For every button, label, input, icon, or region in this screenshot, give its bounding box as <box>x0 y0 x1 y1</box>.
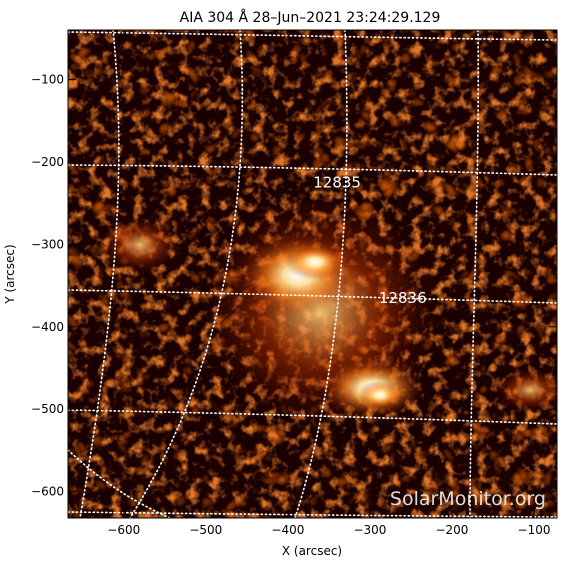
grid-latitude-line <box>68 31 557 41</box>
x-tick-label: −500 <box>189 523 222 537</box>
grid-longitude-line <box>129 30 244 518</box>
grid-longitude-line <box>294 30 348 518</box>
active-region-12835-loop <box>285 244 345 280</box>
plage-glow-east <box>100 217 180 273</box>
grid-latitude-line <box>68 289 557 304</box>
plage-glow-southwest <box>495 368 557 412</box>
grid-latitude-line <box>68 511 557 518</box>
figure-title: AIA 304 Å 28–Jun–2021 23:24:29.129 <box>180 9 441 26</box>
y-tick-label: −200 <box>31 155 64 169</box>
grid-longitude-line <box>68 449 171 518</box>
y-axis-label: Y (arcsec) <box>3 244 17 304</box>
y-tick-label: −600 <box>31 485 64 499</box>
x-tick-label: −400 <box>271 523 304 537</box>
x-tick-label: −300 <box>353 523 386 537</box>
solar-image <box>68 30 557 518</box>
active-region-label: 12836 <box>379 289 427 307</box>
y-tick-label: −100 <box>31 72 64 86</box>
grid-longitude-line <box>79 30 120 518</box>
y-tick-label: −400 <box>31 320 64 334</box>
grid-latitude-line <box>68 409 557 425</box>
y-tick-label: −300 <box>31 237 64 251</box>
x-axis-label: X (arcsec) <box>282 544 342 558</box>
x-tick-label: −200 <box>435 523 468 537</box>
active-region-labels: 12835 12836 <box>313 174 426 307</box>
y-axis: −100 −200 −300 −400 −500 −600 <box>31 72 557 499</box>
heliographic-grid <box>68 30 557 518</box>
plot-frame <box>67 29 558 519</box>
x-tick-label: −100 <box>518 523 551 537</box>
y-tick-label: −500 <box>31 402 64 416</box>
grid-latitude-line <box>68 164 557 176</box>
active-region-label: 12835 <box>313 174 361 192</box>
watermark: SolarMonitor.org <box>390 488 546 510</box>
x-axis: −600 −500 −400 −300 −200 −100 <box>107 30 551 537</box>
x-tick-label: −600 <box>107 523 140 537</box>
grid-longitude-line <box>469 30 480 518</box>
active-region-12836-spot <box>358 381 402 409</box>
